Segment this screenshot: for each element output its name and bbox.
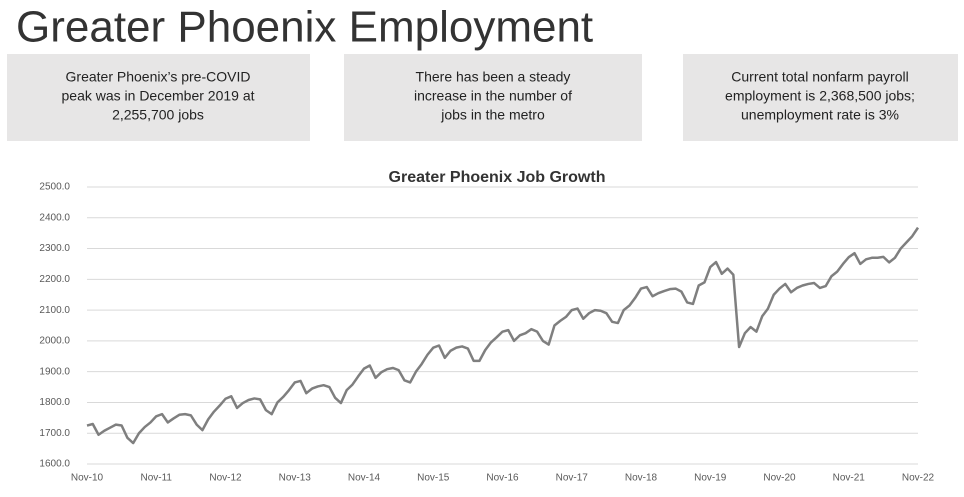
info-box (344, 54, 642, 141)
box-text: 2,255,700 jobs (112, 107, 204, 123)
x-tick-label: Nov-21 (833, 473, 866, 484)
box-text: increase in the number of (414, 88, 572, 104)
x-tick-label: Nov-17 (556, 473, 589, 484)
chart-title: Greater Phoenix Job Growth (389, 169, 606, 186)
box-text: Current total nonfarm payroll (731, 69, 908, 85)
y-tick-label: 2200.0 (39, 274, 70, 285)
info-box (683, 54, 958, 141)
box-text: Greater Phoenix’s pre-COVID (66, 69, 251, 85)
y-tick-label: 1700.0 (39, 428, 70, 439)
y-tick-label: 2300.0 (39, 243, 70, 254)
y-tick-label: 1900.0 (39, 366, 70, 377)
x-tick-label: Nov-11 (141, 473, 173, 484)
x-tick-label: Nov-10 (71, 473, 104, 484)
y-tick-label: 2500.0 (39, 182, 70, 193)
x-tick-label: Nov-14 (348, 473, 381, 484)
y-tick-label: 1800.0 (39, 397, 70, 408)
x-tick-label: Nov-16 (486, 473, 519, 484)
box-text: jobs in the metro (440, 107, 545, 123)
y-tick-label: 2100.0 (39, 305, 70, 316)
box-text: employment is 2,368,500 jobs; (725, 88, 915, 104)
x-tick-label: Nov-15 (417, 473, 450, 484)
x-tick-label: Nov-22 (902, 473, 935, 484)
slide-title: Greater Phoenix Employment (16, 3, 593, 52)
x-tick-label: Nov-20 (763, 473, 796, 484)
x-tick-label: Nov-19 (694, 473, 727, 484)
y-tick-label: 1600.0 (39, 459, 70, 470)
data-line (86, 226, 920, 445)
box-text: peak was in December 2019 at (62, 88, 255, 104)
x-tick-label: Nov-18 (625, 473, 658, 484)
box-text: There has been a steady (416, 69, 571, 85)
box-text: unemployment rate is 3% (741, 107, 899, 123)
y-tick-label: 2400.0 (39, 212, 70, 223)
x-tick-label: Nov-12 (209, 473, 242, 484)
x-tick-label: Nov-13 (279, 473, 312, 484)
info-box (7, 54, 310, 141)
y-tick-label: 2000.0 (39, 336, 70, 347)
